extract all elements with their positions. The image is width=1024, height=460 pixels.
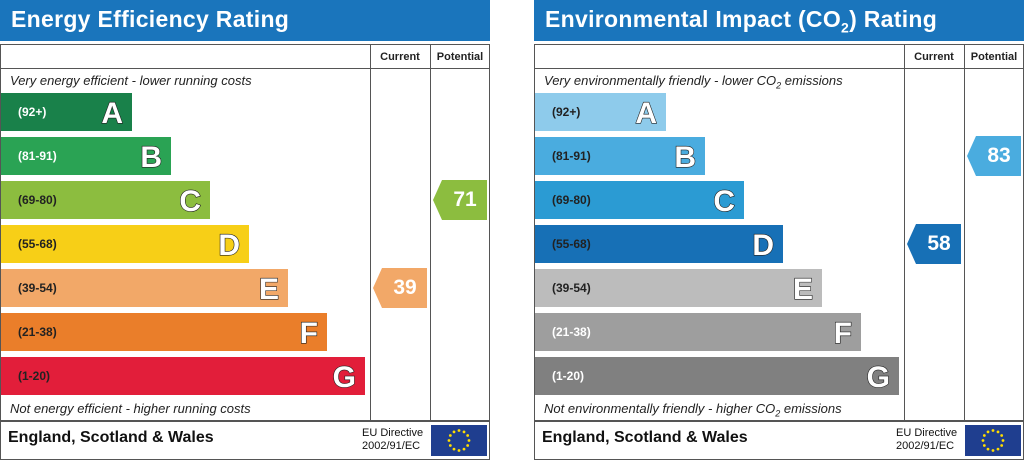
band-letter-g: G bbox=[867, 361, 890, 394]
band-bar-a bbox=[535, 93, 666, 131]
eu-star bbox=[466, 434, 470, 437]
eu-star bbox=[452, 447, 456, 451]
current-rating-value: 39 bbox=[393, 276, 417, 299]
band-letter-f: F bbox=[834, 317, 852, 350]
potential-rating-value: 71 bbox=[453, 188, 477, 211]
potential-rating-arrow bbox=[433, 180, 487, 220]
current-rating-arrow bbox=[373, 268, 427, 308]
band-letter-f: F bbox=[300, 317, 318, 350]
current-rating-arrow bbox=[907, 224, 961, 264]
band-range-label: (81-91) bbox=[552, 149, 591, 163]
band-letter-c: C bbox=[713, 185, 735, 218]
potential-column-header: Potential bbox=[436, 51, 484, 63]
potential-column-header: Potential bbox=[970, 51, 1018, 63]
chart-title: Environmental Impact (CO2) Rating bbox=[545, 6, 938, 36]
band-range-label: (21-38) bbox=[18, 325, 57, 339]
eu-star bbox=[467, 439, 471, 442]
band-range-label: (69-80) bbox=[18, 193, 57, 207]
band-range-label: (39-54) bbox=[552, 281, 591, 295]
eu-star bbox=[1001, 439, 1005, 442]
top-caption: Very energy efficient - lower running co… bbox=[10, 73, 252, 88]
eu-star bbox=[448, 434, 452, 437]
band-letter-d: D bbox=[752, 229, 774, 262]
band-bar-g bbox=[535, 357, 899, 395]
eu-star bbox=[466, 444, 470, 447]
band-range-label: (92+) bbox=[552, 105, 581, 119]
eu-star bbox=[991, 429, 995, 432]
eu-star bbox=[452, 430, 456, 434]
eu-directive-text: EU Directive 2002/91/EC bbox=[896, 427, 958, 452]
band-bar-g bbox=[1, 357, 365, 395]
band-bar-a bbox=[1, 93, 132, 131]
band-range-label: (55-68) bbox=[18, 237, 57, 251]
region-footer: England, Scotland & Wales bbox=[542, 429, 748, 446]
band-bar-c bbox=[1, 181, 210, 219]
band-bar-d bbox=[535, 225, 783, 263]
chart-title: Energy Efficiency Rating bbox=[11, 6, 290, 32]
band-range-label: (69-80) bbox=[552, 193, 591, 207]
band-letter-e: E bbox=[793, 273, 813, 306]
eu-star bbox=[996, 430, 1000, 434]
band-bar-f bbox=[1, 313, 327, 351]
current-rating-value: 58 bbox=[927, 232, 951, 255]
band-range-label: (55-68) bbox=[552, 237, 591, 251]
band-letter-a: A bbox=[101, 97, 123, 130]
top-caption: Very environmentally friendly - lower CO… bbox=[544, 73, 843, 91]
current-column-header: Current bbox=[914, 51, 954, 63]
bottom-caption: Not energy efficient - higher running co… bbox=[10, 401, 251, 416]
band-range-label: (1-20) bbox=[18, 369, 51, 383]
band-bar-b bbox=[1, 137, 171, 175]
band-letter-g: G bbox=[333, 361, 356, 394]
band-letter-a: A bbox=[635, 97, 657, 130]
eu-star bbox=[457, 429, 461, 432]
region-footer: England, Scotland & Wales bbox=[8, 429, 214, 446]
bottom-caption: Not environmentally friendly - higher CO… bbox=[544, 401, 842, 419]
band-bar-d bbox=[1, 225, 249, 263]
potential-rating-arrow bbox=[967, 136, 1021, 176]
band-bar-f bbox=[535, 313, 861, 351]
eu-star bbox=[457, 449, 461, 452]
eu-star bbox=[462, 447, 466, 451]
eu-star bbox=[448, 444, 452, 447]
band-letter-b: B bbox=[140, 141, 162, 174]
band-letter-c: C bbox=[179, 185, 201, 218]
band-range-label: (92+) bbox=[18, 105, 47, 119]
band-bar-b bbox=[535, 137, 705, 175]
chart-frame bbox=[0, 44, 490, 421]
band-range-label: (39-54) bbox=[18, 281, 57, 295]
band-range-label: (81-91) bbox=[18, 149, 57, 163]
eu-star bbox=[996, 447, 1000, 451]
band-range-label: (21-38) bbox=[552, 325, 591, 339]
band-bar-c bbox=[535, 181, 744, 219]
eu-star bbox=[1000, 434, 1004, 437]
band-letter-e: E bbox=[259, 273, 279, 306]
current-column-header: Current bbox=[380, 51, 420, 63]
title-bar: Environmental Impact (CO2) Rating bbox=[534, 0, 1024, 41]
band-letter-b: B bbox=[674, 141, 696, 174]
band-range-label: (1-20) bbox=[552, 369, 585, 383]
band-letter-d: D bbox=[218, 229, 240, 262]
eu-star bbox=[986, 430, 990, 434]
eu-directive-text: EU Directive 2002/91/EC bbox=[362, 427, 424, 452]
eu-star bbox=[982, 444, 986, 447]
potential-rating-value: 83 bbox=[987, 144, 1011, 167]
eu-star bbox=[1000, 444, 1004, 447]
eu-star bbox=[991, 449, 995, 452]
band-bar-e bbox=[1, 269, 288, 307]
title-bar: Energy Efficiency Rating bbox=[0, 0, 490, 41]
eu-star bbox=[982, 434, 986, 437]
eu-star bbox=[462, 430, 466, 434]
eu-star bbox=[447, 439, 451, 442]
eu-star bbox=[981, 439, 985, 442]
eu-star bbox=[986, 447, 990, 451]
band-bar-e bbox=[535, 269, 822, 307]
